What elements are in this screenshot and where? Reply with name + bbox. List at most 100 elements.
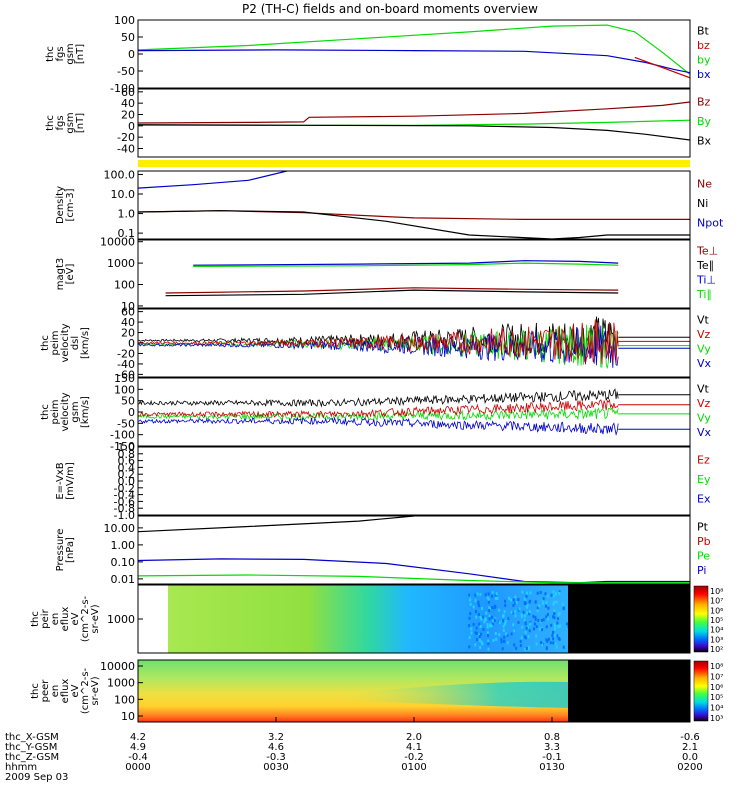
ion-spectrum-pixel (510, 632, 513, 636)
ion-spectrum-pixel (468, 624, 471, 628)
ion-spectrum-pixel (470, 631, 473, 635)
y-tick-label: 10.0 (111, 188, 136, 201)
ion-spectrum-pixel (512, 603, 515, 607)
ion-spectrum-pixel (508, 596, 511, 600)
ion-spectrum-pixel (494, 632, 497, 636)
ion-spectrum-pixel (528, 647, 531, 651)
ion-spectrum-pixel (474, 593, 477, 597)
series-Ti∥ (193, 262, 619, 267)
legend-entry: Vy (697, 342, 711, 355)
y-tick-label: 100 (114, 14, 135, 27)
ion-spectrum-pixel (536, 609, 539, 613)
ion-spectrum-pixel (502, 628, 505, 632)
ion-spectrum-pixel (553, 627, 556, 631)
ion-spectrum-pixel (487, 647, 490, 651)
ion-spectrum-pixel (470, 627, 473, 631)
x-row-value: 4.9 (130, 742, 146, 753)
ion-spectrum-pixel (504, 620, 507, 624)
ion-spectrum-pixel (474, 643, 477, 647)
y-tick-label: 0.8 (118, 448, 136, 461)
electron-spectrum-cyan-band (338, 681, 568, 708)
ion-spectrum-pixel (557, 625, 560, 629)
legend-entry: Te⊥ (696, 244, 718, 257)
series-Te∥ (165, 289, 619, 297)
y-axis-label: thc (30, 611, 41, 627)
panel-1-frame (137, 19, 691, 89)
ion-spectrum-pixel (545, 638, 548, 642)
ion-spectrum-pixel (523, 597, 526, 601)
y-axis-label: thc (45, 46, 56, 62)
ion-spectrum-pixel (472, 605, 475, 609)
y-axis-label: peir (40, 608, 51, 628)
series-noise-blue (138, 325, 619, 368)
ion-spectrum-pixel (474, 599, 477, 603)
legend-entry: bz (697, 39, 710, 52)
ion-spectrum-pixel (482, 615, 485, 619)
legend-entry: Pi (697, 564, 706, 577)
y-axis-label: E=-VxB (55, 462, 66, 499)
ion-spectrum-pixel (487, 592, 490, 596)
ion-spectrum-pixel (517, 621, 520, 625)
ion-spectrum-pixel (514, 595, 517, 599)
ion-spectrum-pixel (558, 637, 561, 641)
ion-spectrum-pixel (478, 638, 481, 642)
ion-spectrum-pixel (546, 613, 549, 617)
series-Ti⊥ (193, 260, 619, 266)
ion-spectrum-pixel (488, 614, 491, 618)
ion-spectrum-pixel (525, 605, 528, 609)
ion-spectrum-pixel (477, 602, 480, 606)
ion-spectrum-pixel (523, 635, 526, 639)
x-row-value: 3.3 (544, 742, 560, 753)
x-row-value: -0.6 (680, 732, 700, 743)
y-axis-label: gsm (70, 401, 81, 422)
y-tick-label: 40 (121, 316, 135, 329)
y-tick-label: 60 (121, 306, 135, 319)
ion-spectrum-pixel (500, 638, 503, 642)
series-bz (634, 56, 690, 79)
ion-spectrum-pixel (534, 617, 537, 621)
series-Ne (138, 210, 690, 220)
ion-spectrum-pixel (556, 621, 559, 625)
y-tick-label: 1000 (107, 677, 135, 690)
ion-spectrum-pixel (474, 631, 477, 635)
y-tick-label: 1000 (107, 613, 135, 626)
x-row-value: 0200 (677, 762, 702, 773)
ion-spectrum-pixel (472, 622, 475, 626)
ion-spectrum-pixel (513, 643, 516, 647)
y-tick-label: 10000 (100, 660, 135, 673)
ion-spectrum-pixel (512, 598, 515, 602)
panel-9-colorbar (693, 585, 709, 653)
ion-spectrum-pixel (503, 610, 506, 614)
y-tick-label: -0.4 (114, 489, 135, 502)
series-Ni (138, 210, 690, 239)
ion-spectrum-pixel (541, 643, 544, 647)
series-bx (138, 49, 690, 74)
ion-spectrum-pixel (468, 616, 471, 620)
y-tick-label: 0.01 (111, 573, 136, 586)
ion-spectrum-pixel (529, 591, 532, 595)
y-axis-label: velocity (60, 323, 71, 362)
y-tick-label: 100 (114, 693, 135, 706)
ion-spectrum-pixel (553, 600, 556, 604)
ion-spectrum-pixel (480, 617, 483, 621)
y-axis-label: (cm^2-s- (80, 667, 91, 714)
ion-spectrum-pixel (545, 615, 548, 619)
ion-spectrum-pixel (547, 637, 550, 641)
ion-spectrum-pixel (479, 592, 482, 596)
ion-spectrum-pixel (486, 631, 489, 635)
ion-spectrum-pixel (486, 634, 489, 638)
ion-spectrum-pixel (476, 638, 479, 642)
panel-7: 1.00.80.60.40.20.0-0.2-0.4-0.6-0.8-1.0 E=… (55, 441, 711, 522)
y-axis-label: magt3 (55, 258, 66, 291)
y-tick-label: 60 (121, 86, 135, 99)
y-tick-label: -50 (117, 65, 135, 78)
ion-spectrum-pixel (526, 604, 529, 608)
y-axis-label: dsl (70, 336, 81, 350)
legend-entry: Ne (697, 178, 712, 191)
x-row-value: 0130 (539, 762, 564, 773)
ion-spectrum-pixel (481, 642, 484, 646)
ion-spectrum-pixel (534, 600, 537, 604)
ion-spectrum-pixel (500, 640, 503, 644)
figure-title: P2 (TH-C) fields and on-board moments ov… (242, 2, 538, 16)
